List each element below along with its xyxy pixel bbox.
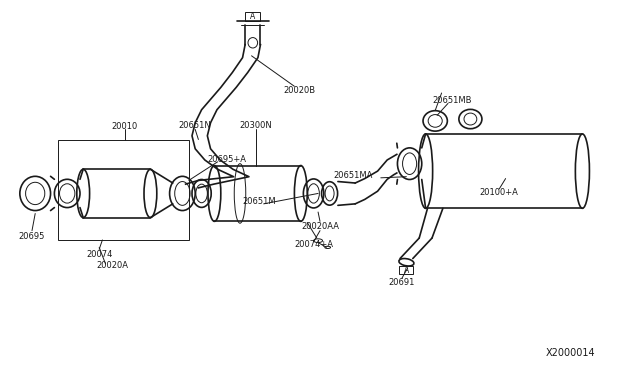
Text: 20010: 20010 [111, 122, 138, 131]
Bar [245, 12, 260, 21]
Text: 20300N: 20300N [239, 121, 273, 130]
Text: 20020B: 20020B [284, 86, 316, 94]
Text: 20020AA: 20020AA [301, 222, 339, 231]
Text: 20695: 20695 [19, 232, 45, 241]
Text: 20651M: 20651M [243, 197, 276, 206]
Text: 20074+A: 20074+A [294, 240, 333, 249]
Text: 20695+A: 20695+A [208, 155, 246, 164]
Text: 20651MA: 20651MA [333, 171, 372, 180]
Text: 20020A: 20020A [96, 262, 128, 270]
Text: X2000014: X2000014 [545, 349, 595, 358]
Bar [58, 140, 189, 240]
Text: A: A [404, 266, 409, 275]
Text: 20651N: 20651N [179, 121, 212, 130]
Text: 20100+A: 20100+A [480, 188, 518, 197]
Text: 20691: 20691 [388, 278, 415, 287]
Bar [399, 266, 413, 274]
Text: 20651MB: 20651MB [432, 96, 472, 105]
Text: A: A [250, 12, 255, 21]
Text: 20074: 20074 [86, 250, 113, 259]
